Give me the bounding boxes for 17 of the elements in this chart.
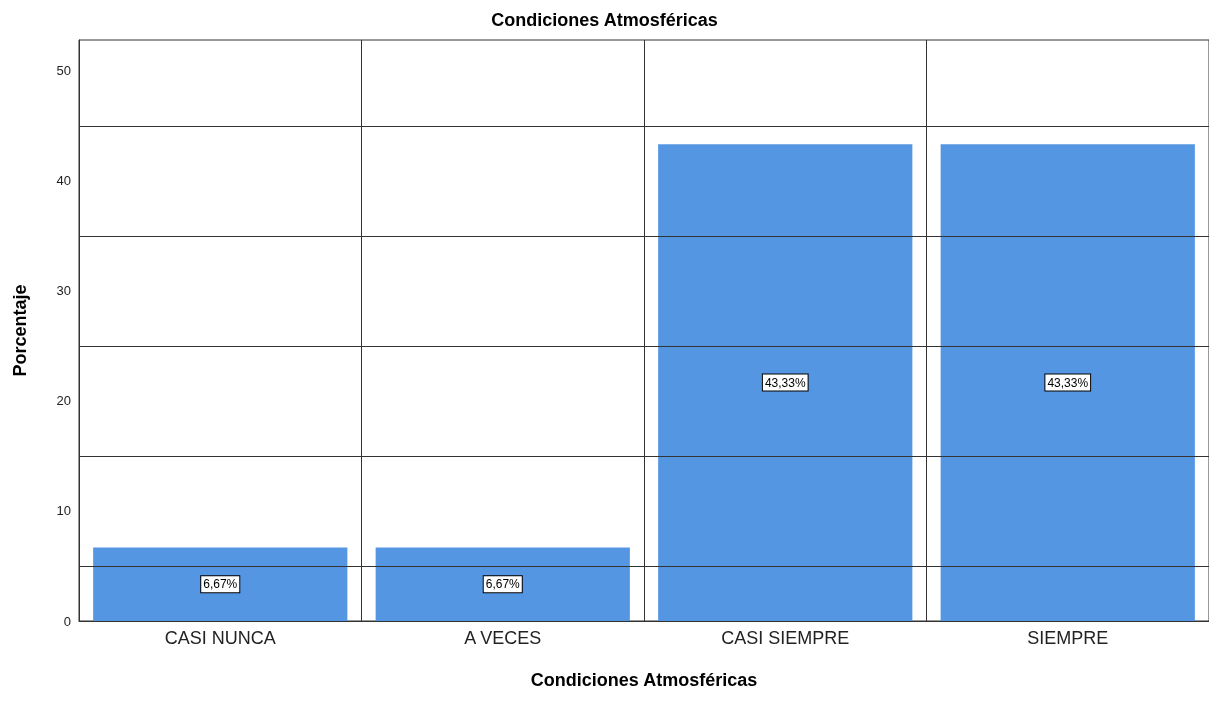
data-label: 6,67% [485, 577, 521, 592]
y-tick-label: 40 [56, 173, 71, 189]
data-label: 6,67% [203, 577, 238, 592]
y-tick-label: 0 [63, 613, 71, 629]
y-axis-title: Porcentaje [10, 284, 30, 377]
data-label: 43,33% [1047, 375, 1089, 390]
y-tick-label: 50 [56, 63, 71, 79]
chart-title: Condiciones Atmosféricas [491, 10, 718, 30]
x-tick-label: CASI SIEMPRE [721, 628, 850, 648]
y-tick-label: 30 [56, 283, 71, 299]
data-label: 43,33% [764, 375, 806, 390]
x-axis-title: Condiciones Atmosféricas [530, 670, 758, 690]
x-tick-label: A VECES [464, 628, 542, 648]
y-tick-label: 10 [56, 503, 71, 519]
y-tick-label: 20 [56, 393, 71, 409]
x-tick-label: CASI NUNCA [164, 628, 276, 648]
x-tick-label: SIEMPRE [1027, 628, 1109, 648]
